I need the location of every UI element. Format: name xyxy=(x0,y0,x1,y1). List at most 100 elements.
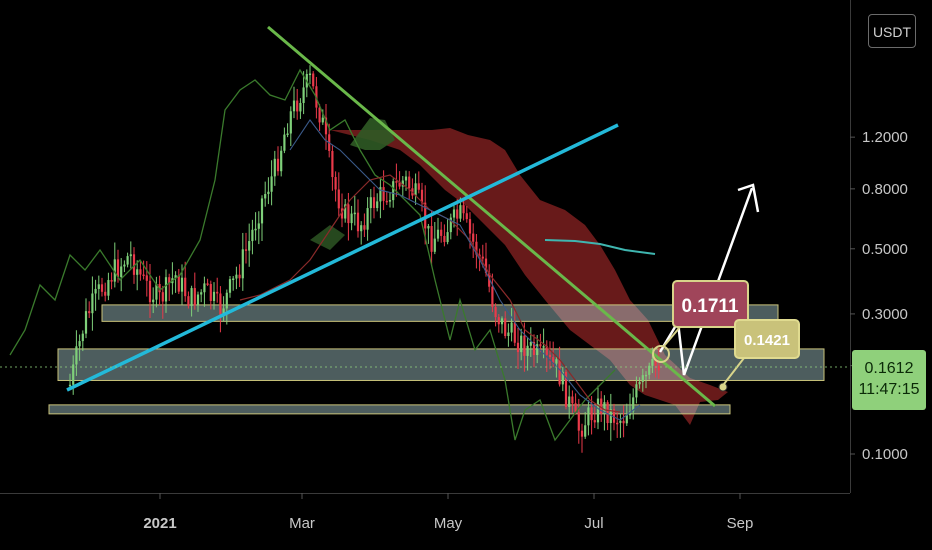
candle-body xyxy=(571,396,574,404)
candle-body xyxy=(372,197,376,208)
candle-body xyxy=(491,286,494,307)
x-tick-label: Sep xyxy=(727,515,754,532)
bar-countdown: 11:47:15 xyxy=(858,381,920,398)
candle-body xyxy=(110,280,113,282)
candle-body xyxy=(529,341,532,346)
candle-body xyxy=(654,358,657,366)
candle-body xyxy=(232,278,235,281)
candle-body xyxy=(254,228,257,231)
candle-body xyxy=(308,73,312,76)
cloud-bearish xyxy=(330,128,728,425)
candle-body xyxy=(376,201,379,208)
candle-body xyxy=(513,322,516,343)
target-marker-2[interactable] xyxy=(718,382,728,392)
x-tick-label: Jul xyxy=(584,515,603,532)
candle-body xyxy=(552,357,555,364)
candle-body xyxy=(123,264,126,267)
candle-body xyxy=(100,284,104,292)
time-axis[interactable]: 2021 Mar May Jul Sep xyxy=(143,493,753,532)
candle-body xyxy=(155,284,158,300)
candle-body xyxy=(484,258,488,273)
candle-body xyxy=(75,346,78,365)
candle-body xyxy=(273,158,276,177)
candle-body xyxy=(228,279,232,293)
candle-body xyxy=(606,402,609,424)
candle-body xyxy=(427,226,430,229)
candle-body xyxy=(212,291,216,301)
candle-body xyxy=(481,256,484,259)
candle-body xyxy=(388,200,392,202)
candle-body xyxy=(88,311,91,314)
annotation-0.1711[interactable]: 0.1711 xyxy=(672,280,749,328)
candle-body xyxy=(443,235,446,243)
candle-body xyxy=(433,238,436,252)
candle-body xyxy=(158,284,161,293)
x-tick-label: 2021 xyxy=(143,515,176,532)
target-marker-1[interactable] xyxy=(652,345,670,363)
candle-body xyxy=(216,291,219,294)
candle-body xyxy=(225,292,228,309)
candle-body xyxy=(196,294,200,306)
candle-body xyxy=(568,396,571,407)
candle-body xyxy=(459,205,462,219)
candle-body xyxy=(404,176,408,181)
annotation-label: 0.1421 xyxy=(744,332,790,349)
candle-body xyxy=(657,365,660,371)
candle-body xyxy=(139,269,142,275)
candle-body xyxy=(251,229,254,242)
candle-body xyxy=(107,280,110,296)
candle-body xyxy=(504,318,507,337)
candle-body xyxy=(392,181,395,201)
y-tick-label: 1.2000 xyxy=(862,129,908,146)
annotation-0.1421[interactable]: 0.1421 xyxy=(734,319,800,359)
candle-body xyxy=(596,398,600,423)
candle-body xyxy=(132,254,136,275)
candle-body xyxy=(337,189,340,209)
candle-body xyxy=(523,335,526,356)
candle-body xyxy=(280,150,283,172)
candle-body xyxy=(507,332,510,337)
candle-body xyxy=(174,275,177,279)
candle-body xyxy=(190,288,193,306)
last-price-tag: 0.1612 11:47:15 xyxy=(852,350,926,410)
candle-body xyxy=(129,254,132,257)
candle-body xyxy=(612,409,616,423)
candle-body xyxy=(625,415,628,424)
candle-body xyxy=(331,150,334,178)
candle-body xyxy=(536,344,539,356)
candle-body xyxy=(145,275,148,281)
candle-body xyxy=(168,277,171,284)
candle-body xyxy=(555,359,558,364)
quote-unit-badge[interactable]: USDT xyxy=(868,14,916,48)
candle-body xyxy=(340,208,344,219)
candle-body xyxy=(548,354,552,358)
annotation-label: 0.1711 xyxy=(681,296,738,317)
last-price-value: 0.1612 xyxy=(864,360,914,377)
candle-body xyxy=(401,180,404,187)
candle-body xyxy=(318,107,321,123)
price-zone[interactable] xyxy=(48,404,731,415)
candle-body xyxy=(587,407,590,426)
candle-body xyxy=(584,425,587,437)
candle-body xyxy=(475,241,478,255)
candle-body xyxy=(516,342,520,353)
candle-body xyxy=(641,375,644,382)
candle-body xyxy=(462,205,465,214)
price-zone[interactable] xyxy=(57,348,825,381)
candle-body xyxy=(494,306,497,318)
candle-body xyxy=(164,277,168,302)
label-pointer-2 xyxy=(723,357,745,385)
y-tick-label: 0.1000 xyxy=(862,446,908,463)
cloud-bullish-small xyxy=(310,225,345,250)
candle-body xyxy=(609,409,612,424)
candle-body xyxy=(203,283,206,293)
y-tick-label: 0.5000 xyxy=(862,241,908,258)
candle-body xyxy=(126,256,129,265)
conversion-line xyxy=(289,119,641,421)
candle-body xyxy=(472,233,475,242)
candle-body xyxy=(446,232,449,243)
candle-body xyxy=(580,430,584,437)
candle-body xyxy=(635,384,638,398)
